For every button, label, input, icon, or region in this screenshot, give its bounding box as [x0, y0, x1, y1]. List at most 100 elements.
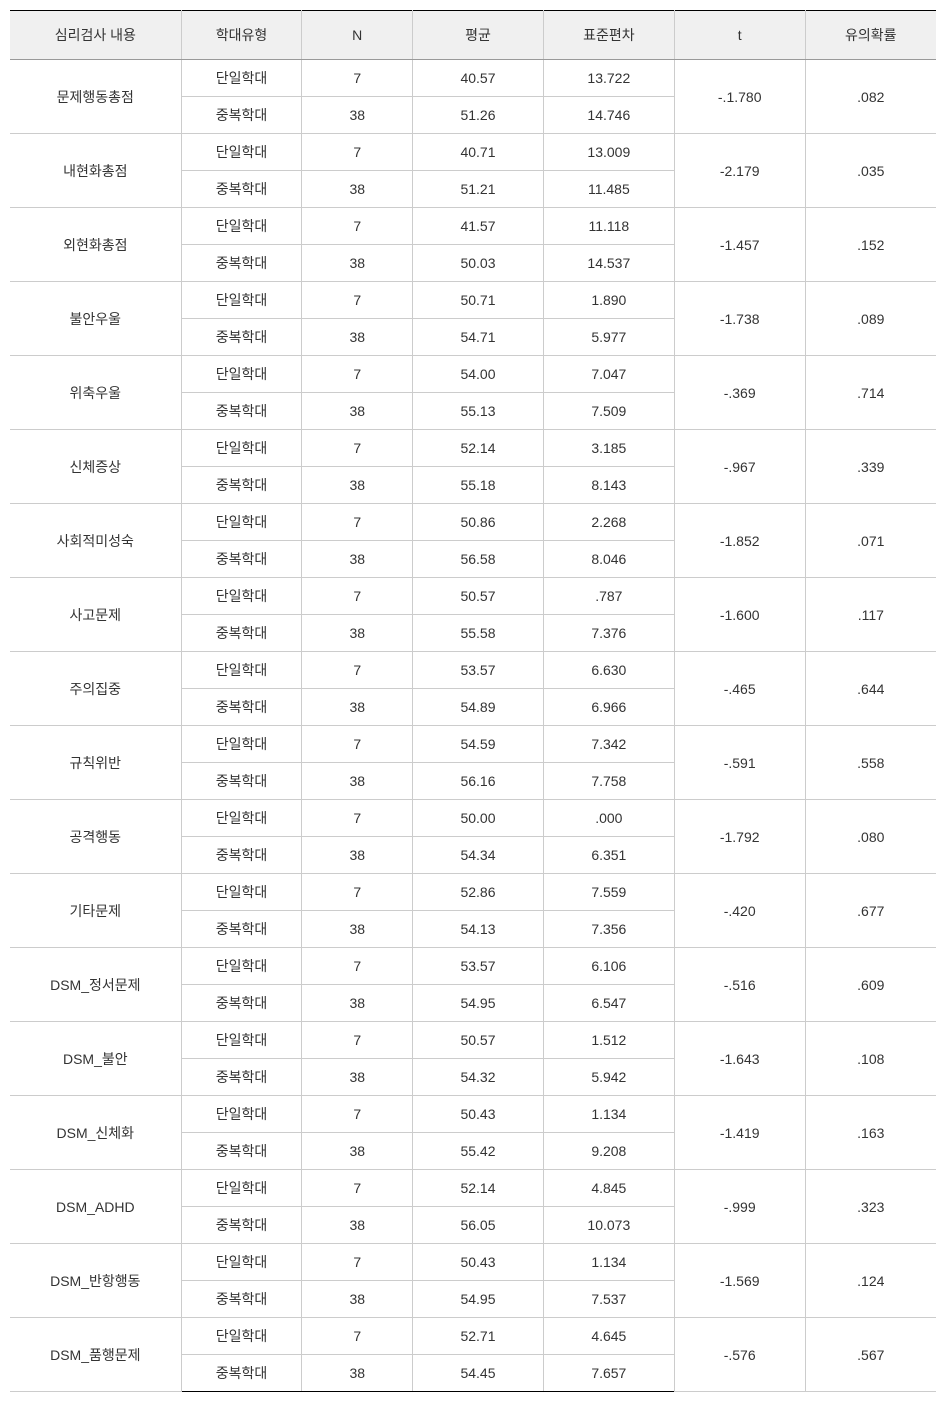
- cell-n: 7: [302, 726, 413, 763]
- cell-sd: 6.106: [543, 948, 674, 985]
- cell-t: -.576: [674, 1318, 805, 1392]
- cell-n: 7: [302, 948, 413, 985]
- cell-sd: 1.134: [543, 1244, 674, 1281]
- cell-sd: 6.630: [543, 652, 674, 689]
- cell-t: -.591: [674, 726, 805, 800]
- cell-n: 7: [302, 282, 413, 319]
- cell-abuse-type: 단일학대: [181, 1170, 302, 1207]
- cell-t: -2.179: [674, 134, 805, 208]
- cell-t: -1.419: [674, 1096, 805, 1170]
- cell-mean: 55.18: [413, 467, 544, 504]
- cell-n: 7: [302, 652, 413, 689]
- cell-abuse-type: 단일학대: [181, 356, 302, 393]
- cell-t: -.516: [674, 948, 805, 1022]
- cell-mean: 50.43: [413, 1244, 544, 1281]
- cell-mean: 54.95: [413, 1281, 544, 1318]
- cell-sd: .000: [543, 800, 674, 837]
- cell-abuse-type: 단일학대: [181, 1096, 302, 1133]
- cell-n: 38: [302, 541, 413, 578]
- cell-abuse-type: 단일학대: [181, 1244, 302, 1281]
- table-row: 신체증상단일학대752.143.185-.967.339: [10, 430, 936, 467]
- cell-n: 38: [302, 1281, 413, 1318]
- cell-sd: 1.890: [543, 282, 674, 319]
- table-row: 불안우울단일학대750.711.890-1.738.089: [10, 282, 936, 319]
- cell-n: 38: [302, 837, 413, 874]
- table-row: DSM_품행문제단일학대752.714.645-.576.567: [10, 1318, 936, 1355]
- cell-mean: 52.71: [413, 1318, 544, 1355]
- cell-mean: 54.32: [413, 1059, 544, 1096]
- cell-sd: 7.537: [543, 1281, 674, 1318]
- cell-mean: 54.34: [413, 837, 544, 874]
- cell-mean: 54.59: [413, 726, 544, 763]
- table-row: 주의집중단일학대753.576.630-.465.644: [10, 652, 936, 689]
- cell-n: 38: [302, 171, 413, 208]
- cell-n: 38: [302, 763, 413, 800]
- cell-mean: 50.86: [413, 504, 544, 541]
- table-row: 문제행동총점단일학대740.5713.722-.1.780.082: [10, 60, 936, 97]
- cell-mean: 50.71: [413, 282, 544, 319]
- cell-sd: 4.645: [543, 1318, 674, 1355]
- cell-abuse-type: 중복학대: [181, 1133, 302, 1170]
- cell-abuse-type: 중복학대: [181, 837, 302, 874]
- cell-test-content: 신체증상: [10, 430, 181, 504]
- table-row: 공격행동단일학대750.00.000-1.792.080: [10, 800, 936, 837]
- cell-mean: 55.13: [413, 393, 544, 430]
- cell-sd: 7.047: [543, 356, 674, 393]
- cell-sd: 7.342: [543, 726, 674, 763]
- cell-abuse-type: 중복학대: [181, 615, 302, 652]
- cell-n: 7: [302, 208, 413, 245]
- cell-abuse-type: 단일학대: [181, 134, 302, 171]
- cell-sd: 6.351: [543, 837, 674, 874]
- cell-mean: 54.00: [413, 356, 544, 393]
- cell-n: 7: [302, 356, 413, 393]
- cell-test-content: 기타문제: [10, 874, 181, 948]
- cell-t: -.999: [674, 1170, 805, 1244]
- cell-n: 7: [302, 1096, 413, 1133]
- cell-t: -1.569: [674, 1244, 805, 1318]
- cell-mean: 54.45: [413, 1355, 544, 1392]
- cell-p: .339: [805, 430, 936, 504]
- cell-mean: 54.89: [413, 689, 544, 726]
- cell-sd: 6.547: [543, 985, 674, 1022]
- cell-t: -.369: [674, 356, 805, 430]
- cell-abuse-type: 단일학대: [181, 948, 302, 985]
- cell-sd: 7.657: [543, 1355, 674, 1392]
- cell-abuse-type: 단일학대: [181, 1318, 302, 1355]
- cell-t: -.1.780: [674, 60, 805, 134]
- cell-mean: 54.71: [413, 319, 544, 356]
- cell-n: 7: [302, 1170, 413, 1207]
- cell-mean: 53.57: [413, 948, 544, 985]
- table-row: 사회적미성숙단일학대750.862.268-1.852.071: [10, 504, 936, 541]
- header-sd: 표준편차: [543, 11, 674, 60]
- cell-n: 38: [302, 97, 413, 134]
- table-row: DSM_신체화단일학대750.431.134-1.419.163: [10, 1096, 936, 1133]
- cell-n: 7: [302, 134, 413, 171]
- header-p: 유의확률: [805, 11, 936, 60]
- cell-sd: 8.143: [543, 467, 674, 504]
- cell-abuse-type: 단일학대: [181, 208, 302, 245]
- cell-t: -1.457: [674, 208, 805, 282]
- cell-n: 7: [302, 874, 413, 911]
- cell-abuse-type: 단일학대: [181, 430, 302, 467]
- cell-test-content: DSM_반항행동: [10, 1244, 181, 1318]
- cell-p: .152: [805, 208, 936, 282]
- cell-abuse-type: 단일학대: [181, 1022, 302, 1059]
- cell-sd: 7.376: [543, 615, 674, 652]
- cell-sd: 1.134: [543, 1096, 674, 1133]
- cell-p: .714: [805, 356, 936, 430]
- cell-mean: 56.58: [413, 541, 544, 578]
- cell-abuse-type: 중복학대: [181, 1281, 302, 1318]
- cell-sd: 3.185: [543, 430, 674, 467]
- cell-mean: 40.71: [413, 134, 544, 171]
- cell-mean: 52.14: [413, 1170, 544, 1207]
- cell-abuse-type: 중복학대: [181, 467, 302, 504]
- cell-abuse-type: 중복학대: [181, 245, 302, 282]
- cell-test-content: 주의집중: [10, 652, 181, 726]
- cell-test-content: 외현화총점: [10, 208, 181, 282]
- table-row: DSM_반항행동단일학대750.431.134-1.569.124: [10, 1244, 936, 1281]
- header-mean: 평균: [413, 11, 544, 60]
- cell-sd: 14.746: [543, 97, 674, 134]
- cell-n: 7: [302, 430, 413, 467]
- cell-abuse-type: 단일학대: [181, 578, 302, 615]
- cell-test-content: 규칙위반: [10, 726, 181, 800]
